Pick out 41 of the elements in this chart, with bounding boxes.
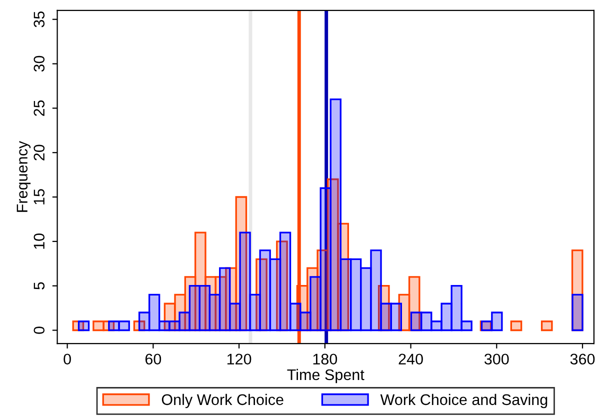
bar [540,320,553,332]
x-tick-label: 0 [64,354,71,365]
bar [108,320,120,332]
bar [219,267,231,332]
bar [259,249,271,332]
bar [420,312,432,332]
x-tick-label: 240 [398,354,423,365]
x-tick-label: 120 [227,354,252,365]
bar [118,320,130,332]
y-axis-title: Frequency [16,140,31,212]
legend-label: Work Choice and Saving [380,394,548,408]
y-tick-label: 15 [34,189,45,204]
bar [310,276,322,332]
bar [148,294,160,332]
y-tick-label: 20 [34,144,45,160]
bar [460,320,472,332]
y-tick-label: 35 [34,12,45,28]
x-tick-label: 360 [570,354,595,365]
bar [330,98,342,332]
bar [239,232,251,332]
bar [78,320,90,332]
y-tick-label: 10 [34,234,45,249]
x-tick-label: 180 [313,354,338,365]
x-tick-label: 300 [484,354,509,365]
bar [510,320,522,332]
bar [572,294,584,332]
bar [178,312,190,332]
bar [380,302,392,332]
y-tick-label: 0 [34,326,45,334]
bar [370,249,382,332]
bar [390,302,402,332]
legend-label: Only Work Choice [162,394,284,408]
y-tick-label: 5 [34,282,45,290]
bar [491,312,503,332]
bar [450,285,462,332]
y-tick-label: 30 [34,56,45,72]
bar [279,232,292,332]
y-tick-label: 25 [34,100,45,116]
x-axis-title: Time Spent [287,368,364,384]
x-tick-label: 60 [145,354,162,365]
bar [290,302,302,332]
